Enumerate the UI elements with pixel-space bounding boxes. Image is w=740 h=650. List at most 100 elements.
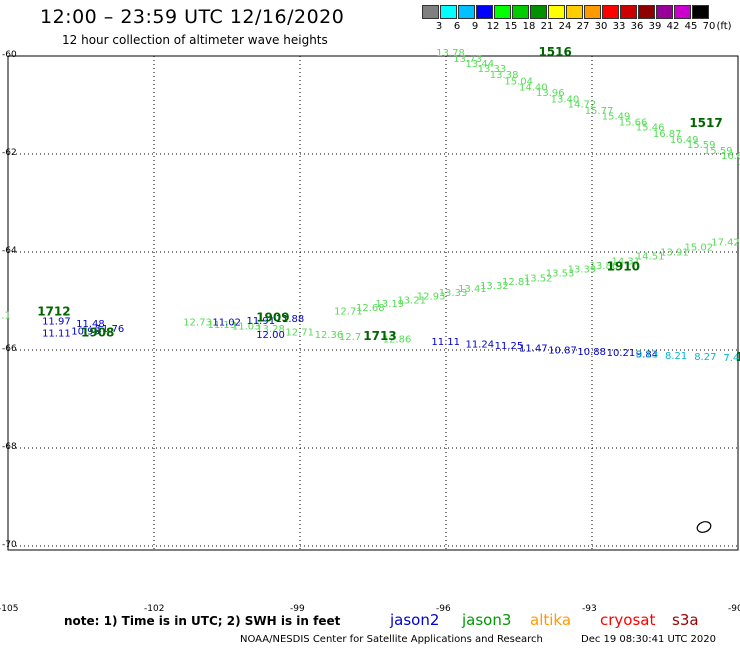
swh-value-label: 11.76 — [96, 324, 125, 335]
satellite-legend-jason3: jason3 — [462, 611, 512, 629]
colorbar-swatch — [584, 5, 601, 19]
colorbar-unit: (ft) — [716, 21, 732, 32]
pass-time-label: 1714 — [736, 350, 740, 364]
swh-value-label: 11.47 — [519, 343, 548, 354]
swh-value-label: 15.66 — [619, 118, 648, 129]
colorbar-label: 21 — [540, 21, 554, 32]
colorbar-swatch — [638, 5, 655, 19]
swh-value-label: 12.71 — [334, 307, 363, 318]
colorbar-label: 39 — [648, 21, 662, 32]
colorbar-swatch — [458, 5, 475, 19]
swh-value-label: 10.88 — [577, 347, 606, 358]
swh-value-label: 13.19 — [375, 299, 404, 310]
credit-text: NOAA/NESDIS Center for Satellite Applica… — [240, 634, 543, 645]
swh-value-label: 12.86 — [383, 335, 412, 346]
swh-value-label: 11.97 — [42, 317, 71, 328]
swh-value-label: 11.91 — [246, 316, 275, 327]
lon-tick-label: -105 — [0, 604, 19, 614]
colorbar-label: 6 — [453, 21, 461, 32]
colorbar-label: 33 — [612, 21, 626, 32]
swh-value-label: 15.46 — [636, 122, 665, 133]
lat-tick-label: -60 — [2, 50, 17, 60]
colorbar-swatch — [692, 5, 709, 19]
swh-value-label: 13.33 — [439, 288, 468, 299]
swh-value-label: 7.40 — [723, 353, 740, 364]
lon-tick-label: -96 — [436, 604, 451, 614]
swh-value-label: 12.73 — [183, 318, 212, 329]
swh-value-label: 15.77 — [585, 106, 614, 117]
swh-value-label: 16.64 — [721, 151, 740, 162]
swh-value-label: 12.68 — [356, 303, 385, 314]
swh-value-label: 10.95 — [71, 326, 100, 337]
pass-time-label: 1516 — [538, 45, 571, 59]
colorbar-label: 30 — [594, 21, 608, 32]
swh-value-label: 11.48 — [76, 319, 105, 330]
colorbar-swatch — [530, 5, 547, 19]
swh-value-label: 13.32 — [480, 281, 509, 292]
swh-value-label: 13.40 — [551, 95, 580, 106]
swh-value-label: 11.11 — [431, 337, 460, 348]
pass-time-label: 1712 — [37, 305, 70, 319]
swh-value-label: 13.53 — [546, 269, 575, 280]
swh-value-label: 15.49 — [602, 112, 631, 123]
swh-value-label: 12.71 — [285, 327, 314, 338]
colorbar-label: 27 — [576, 21, 590, 32]
colorbar-label: 12 — [486, 21, 500, 32]
colorbar-label: 70 — [702, 21, 716, 32]
swh-value-label: 17.42 — [711, 238, 740, 249]
colorbar-label: 3 — [435, 21, 443, 32]
swh-value-label: 13.91 — [660, 247, 689, 258]
timestamp-text: Dec 19 08:30:41 UTC 2020 — [581, 634, 716, 645]
colorbar-swatch — [566, 5, 583, 19]
map-frame — [7, 55, 739, 551]
swh-value-label: 8.21 — [665, 351, 687, 362]
island-outline — [696, 521, 712, 533]
satellite-legend-altika: altika — [530, 611, 572, 629]
swh-value-label: 14.51 — [636, 251, 665, 262]
colorbar-swatch — [476, 5, 493, 19]
swh-value-label: 16.49 — [670, 135, 699, 146]
swh-value-label: 11.13 — [208, 320, 237, 331]
colorbar-label: 42 — [666, 21, 680, 32]
swh-value-label: 13.73 — [453, 54, 482, 65]
swh-value-label: 12.81 — [502, 277, 531, 288]
graticule — [7, 55, 739, 551]
satellite-legend-s3a: s3a — [672, 611, 699, 629]
swh-value-label: 9.84 — [636, 349, 658, 360]
swh-value-label: 12.00 — [256, 330, 285, 341]
swh-value-label: 8.13 — [636, 349, 658, 360]
swh-value-label: 13.38 — [490, 70, 519, 81]
lon-tick-label: -90 — [728, 604, 740, 614]
colorbar-swatch — [512, 5, 529, 19]
satellite-legend-cryosat: cryosat — [600, 611, 656, 629]
lat-tick-label: -62 — [2, 148, 17, 158]
swh-value-label: 14.31 — [611, 256, 640, 267]
lon-tick-label: -99 — [290, 604, 305, 614]
swh-value-label: 15.02 — [684, 243, 713, 254]
swh-value-label: 14.40 — [519, 82, 548, 93]
swh-value-label: 13.44 — [465, 59, 494, 70]
swh-value-label: 15.59 — [704, 146, 733, 157]
lon-tick-label: -93 — [582, 604, 597, 614]
lat-tick-label: -68 — [2, 442, 17, 452]
colorbar-swatch — [440, 5, 457, 19]
swh-value-label: 12.1 — [0, 311, 11, 322]
swh-value-label: 15.04 — [504, 76, 533, 87]
swh-value-label: 13.33 — [478, 64, 507, 75]
colorbar-swatch — [674, 5, 691, 19]
pass-time-label: 1713 — [363, 329, 396, 343]
swh-value-label: 13.28 — [256, 324, 285, 335]
swh-value-label: 10.87 — [548, 345, 577, 356]
colorbar-swatch — [548, 5, 565, 19]
swh-value-label: 13.39 — [568, 265, 597, 276]
swh-value-label: 11.88 — [276, 314, 305, 325]
swh-value-label: 11.03 — [232, 321, 261, 332]
colorbar-label: 36 — [630, 21, 644, 32]
swh-value-label: 13.41 — [458, 284, 487, 295]
swh-value-label: 11.24 — [465, 340, 494, 351]
note-text: note: 1) Time is in UTC; 2) SWH is in fe… — [64, 614, 341, 628]
colorbar-label: 15 — [504, 21, 518, 32]
swh-value-label: 11.25 — [495, 341, 524, 352]
pass-time-label: 1517 — [689, 116, 722, 130]
